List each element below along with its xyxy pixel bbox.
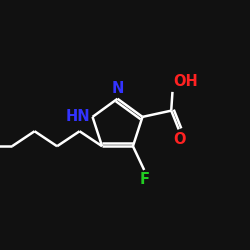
Text: N: N bbox=[111, 81, 124, 96]
Text: HN: HN bbox=[66, 110, 90, 124]
Text: OH: OH bbox=[174, 74, 199, 90]
Text: O: O bbox=[173, 132, 186, 148]
Text: F: F bbox=[140, 172, 150, 188]
